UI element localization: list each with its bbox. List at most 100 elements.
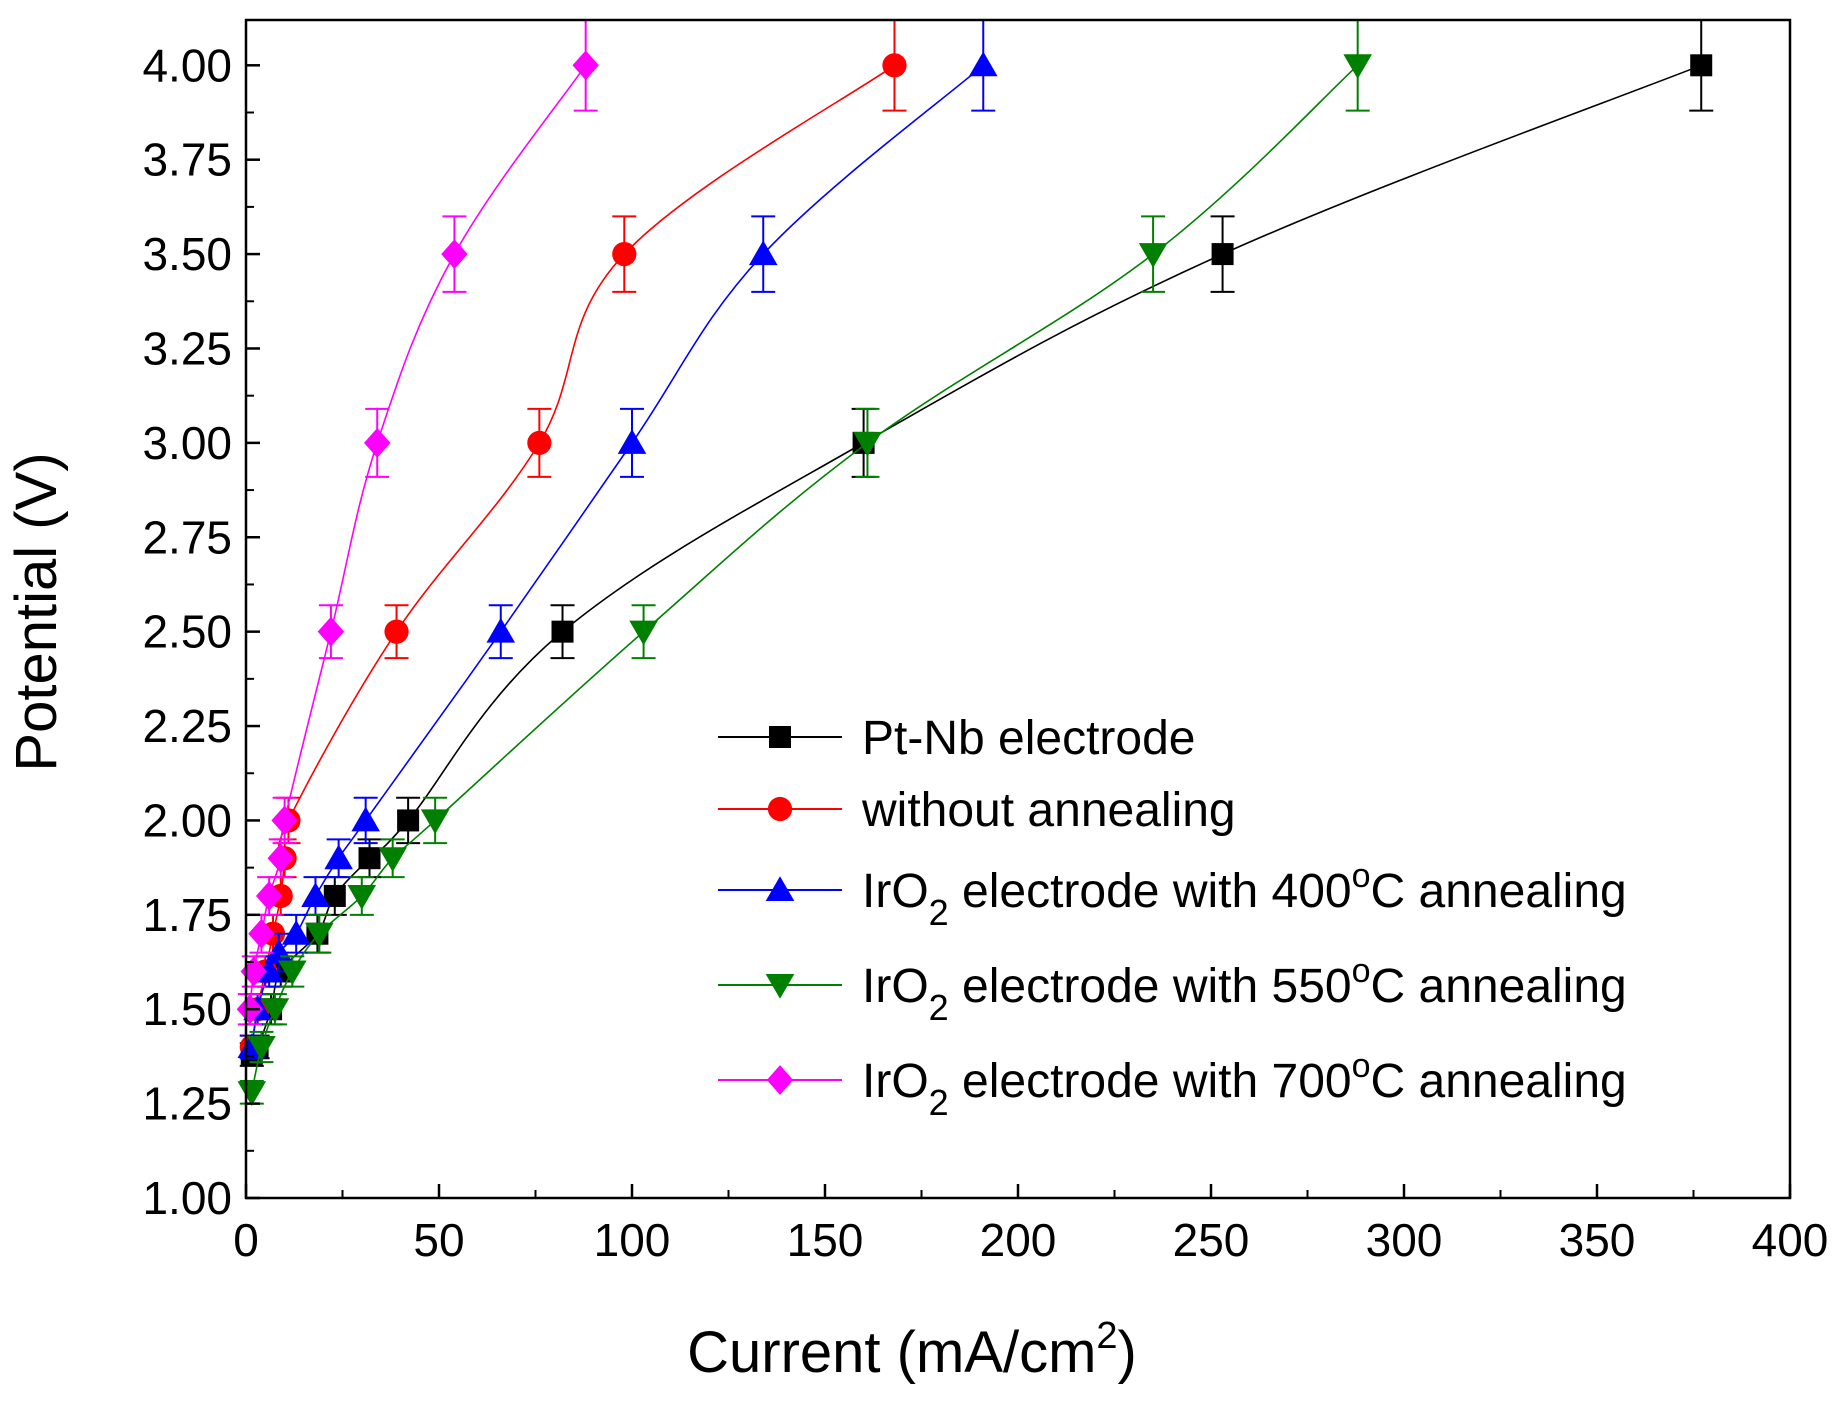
data-point [441,239,468,269]
legend-text: C annealing [1371,1055,1627,1108]
legend-subscript: 2 [929,987,949,1028]
x-axis-title-superscript: 2 [1096,1315,1117,1357]
legend-item: IrO2 electrode with 700oC annealing [718,1047,1627,1123]
y-tick-label: 2.50 [142,606,232,658]
data-point [305,922,334,948]
data-point [486,617,516,643]
x-tick-label: 150 [787,1214,864,1266]
data-point [278,960,307,986]
legend-item: without annealing [718,784,1236,837]
series-4 [236,19,599,1026]
legend-superscript: o [1352,857,1371,895]
legend-label: Pt-Nb electrode [862,712,1196,765]
data-point [271,805,298,836]
y-tick-label: 3.75 [142,134,232,186]
legend-text: electrode with 700 [949,1055,1352,1108]
axes-layer: 0 50 100 150 200 250 300 350 400 1.00 1.25 1.50 1.75… [142,18,1829,1266]
y-tick-label: 1.00 [142,1172,232,1224]
data-point [853,431,882,457]
legend-label: without annealing [861,784,1236,837]
data-point [397,809,420,832]
x-tick-label: 350 [1559,1214,1636,1266]
legend-item: IrO2 electrode with 400oC annealing [718,857,1627,933]
data-point [617,429,647,454]
data-point [629,620,658,646]
legend-superscript: o [1352,1047,1371,1085]
data-point [317,616,345,647]
legend-text: IrO [862,1055,929,1108]
data-point [612,241,637,267]
data-point [527,430,552,455]
plot-frame [244,18,1792,1200]
data-point [324,844,353,870]
series-3 [237,19,1372,1107]
legend-marker [769,726,791,748]
data-point [255,881,283,911]
data-point [267,843,294,874]
legend-text: electrode with 400 [949,865,1352,918]
y-tick-label: 2.75 [142,511,232,563]
data-point [1343,54,1372,80]
data-point [358,847,381,870]
x-tick-label: 400 [1752,1214,1829,1266]
y-tick-label: 3.50 [142,228,232,280]
legend-superscript: o [1352,952,1371,990]
legend-item: IrO2 electrode with 550oC annealing [718,952,1627,1028]
x-tick-label: 300 [1366,1214,1443,1266]
data-point [882,53,907,78]
legend-label: IrO2 electrode with 700oC annealing [862,1047,1627,1123]
x-tick-label: 250 [1173,1214,1250,1266]
legend-label: IrO2 electrode with 400oC annealing [862,857,1627,933]
series-layer [236,19,1714,1107]
legend-subscript: 2 [929,892,949,933]
data-point [748,240,778,266]
y-tick-label: 2.00 [142,794,232,846]
data-point [364,428,391,458]
y-tick-label: 4.00 [142,39,232,91]
legend-marker [767,796,793,822]
x-axis-title: Current (mA/cm2) [687,1315,1137,1385]
data-point [347,884,377,910]
x-tick-label: 200 [980,1214,1057,1266]
data-point [1138,243,1168,268]
data-point [551,620,574,643]
legend-marker [765,974,795,999]
legend-label: IrO2 electrode with 550oC annealing [862,952,1627,1028]
y-axis-title: Potential (V) [4,452,69,771]
data-point [351,806,380,832]
x-tick-label: 100 [594,1214,671,1266]
data-point [323,884,346,907]
y-tick-label: 1.25 [142,1078,232,1130]
data-point [248,918,275,949]
y-tick-label: 3.00 [142,417,232,469]
x-axis-title-close: ) [1118,1320,1137,1385]
data-point [264,938,294,964]
legend-text: C annealing [1371,865,1627,918]
data-point [378,847,407,872]
legend-subscript: 2 [929,1082,949,1123]
data-point [420,809,450,835]
legend-text: electrode with 550 [949,960,1352,1013]
data-point [281,919,311,945]
legend-text: IrO [862,960,929,1013]
data-point [572,50,599,81]
series-line [249,64,587,1010]
data-point [260,998,290,1023]
legend-item: Pt-Nb electrode [718,712,1196,765]
data-point [301,882,330,907]
data-point [1211,243,1234,266]
legend-marker [765,876,795,901]
series-line [251,64,1359,1093]
x-axis-title-main: Current (mA/cm [687,1320,1096,1385]
data-point [968,51,998,77]
legend-marker [766,1065,794,1095]
y-tick-label: 1.50 [142,983,232,1035]
data-point [1690,54,1713,77]
legend-text: IrO [862,865,929,918]
data-point [237,1081,267,1107]
x-tick-label: 50 [413,1214,464,1266]
legend-text: C annealing [1371,960,1627,1013]
x-tick-label: 0 [233,1214,259,1266]
